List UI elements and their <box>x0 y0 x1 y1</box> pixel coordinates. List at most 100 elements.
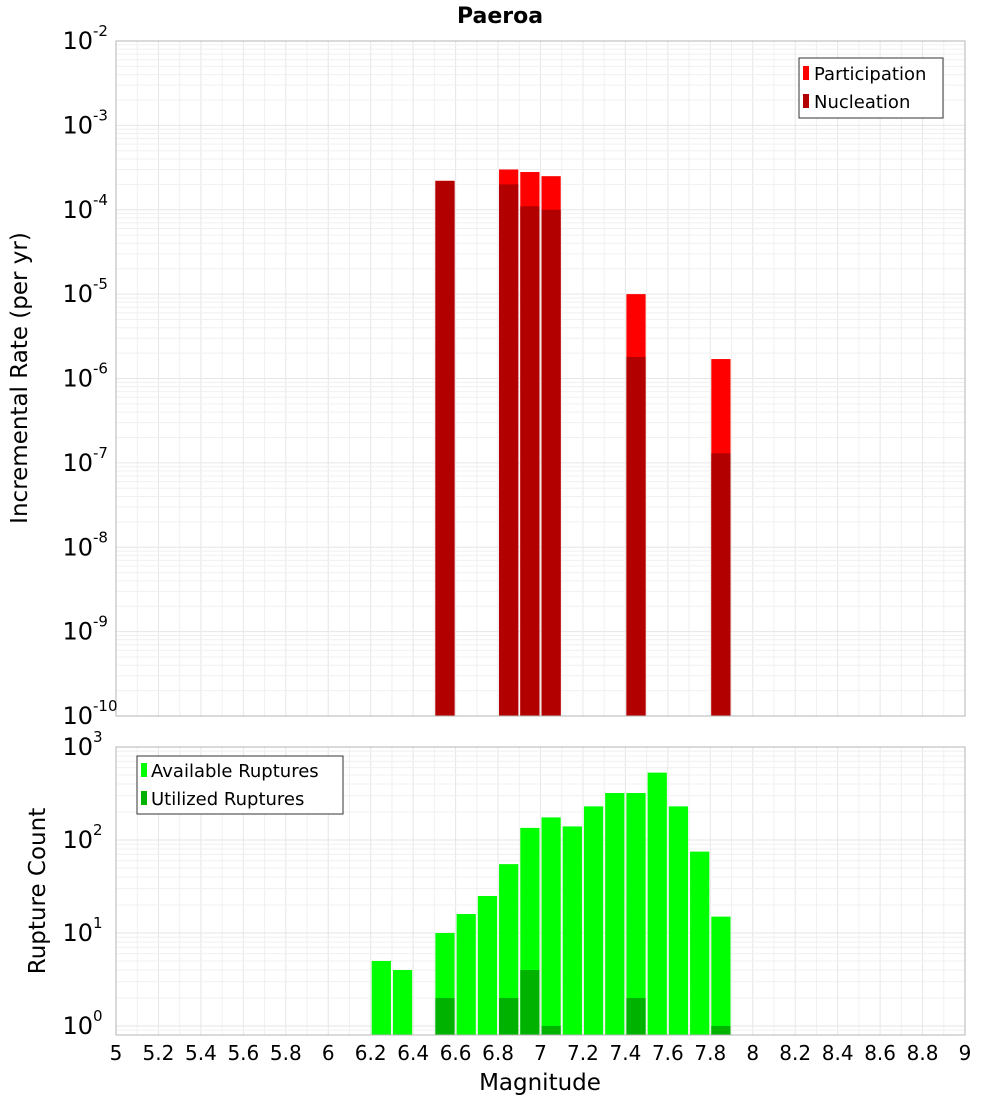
y-tick-exponent: 1 <box>93 914 103 932</box>
y-tick-label: 10 -9 <box>62 613 108 646</box>
bar-utilized-ruptures <box>541 1025 561 1035</box>
bar-nucleation <box>435 180 455 716</box>
bar-available-ruptures <box>605 793 625 1035</box>
bar-utilized-ruptures <box>520 969 540 1035</box>
y-tick-label: 10 -8 <box>62 528 108 561</box>
y-tick-base: 10 <box>62 449 93 477</box>
bar-available-ruptures <box>541 817 561 1035</box>
bar-nucleation <box>520 206 540 716</box>
x-tick-label: 7.8 <box>694 1041 726 1065</box>
y-tick-base: 10 <box>62 733 93 761</box>
x-tick-label: 8.2 <box>779 1041 811 1065</box>
bar-available-ruptures <box>626 793 646 1035</box>
bar-nucleation <box>626 356 646 716</box>
x-tick-label: 7.2 <box>567 1041 599 1065</box>
bar-available-ruptures <box>562 826 582 1035</box>
x-axis-ticks: 5 5.2 5.4 5.6 5.8 6 6.2 6.4 6.6 6.8 7 7.2 7.4 7.6 7.8 8… <box>110 1041 972 1065</box>
y-tick-exponent: -7 <box>93 444 108 462</box>
y-tick-exponent: -9 <box>93 613 108 631</box>
y-tick-label: 10 1 <box>62 914 102 947</box>
y-tick-exponent: 3 <box>93 728 103 746</box>
top-plot-frame <box>115 40 966 717</box>
x-tick-label: 8 <box>746 1041 759 1065</box>
bar-utilized-ruptures <box>499 997 519 1035</box>
y-tick-base: 10 <box>62 365 93 393</box>
chart-title: Paeroa <box>457 4 543 29</box>
bar-available-ruptures <box>647 772 667 1035</box>
y-tick-exponent: -6 <box>93 360 108 378</box>
x-tick-label: 7.4 <box>609 1041 641 1065</box>
x-tick-label: 7 <box>534 1041 547 1065</box>
legend-swatch-available-ruptures <box>141 763 147 777</box>
x-tick-label: 6.8 <box>482 1041 514 1065</box>
y-tick-label: 10 -6 <box>62 360 108 393</box>
bar-available-ruptures <box>477 895 498 1035</box>
bottom-plot-legend: Available Ruptures Utilized Ruptures <box>136 755 344 815</box>
y-tick-label: 10 -10 <box>62 697 117 730</box>
y-tick-exponent: -10 <box>93 697 118 715</box>
y-tick-exponent: -5 <box>93 275 108 293</box>
y-tick-exponent: 0 <box>93 1007 103 1025</box>
x-tick-label: 7.6 <box>652 1041 684 1065</box>
y-tick-label: 10 0 <box>62 1007 102 1040</box>
y-tick-base: 10 <box>62 702 93 730</box>
top-plot-y-ticks: 10-210-310-410-510-610-710-810-910-10 <box>62 22 117 730</box>
y-tick-base: 10 <box>62 1012 93 1040</box>
y-tick-base: 10 <box>62 27 93 55</box>
bar-available-ruptures <box>499 864 519 1035</box>
y-tick-base: 10 <box>62 280 93 308</box>
x-tick-label: 6.4 <box>397 1041 429 1065</box>
x-tick-label: 6.2 <box>355 1041 387 1065</box>
legend-label-utilized-ruptures: Utilized Ruptures <box>151 789 304 810</box>
x-tick-label: 5 <box>110 1041 123 1065</box>
y-tick-label: 10 3 <box>62 728 102 761</box>
bar-nucleation <box>499 184 519 717</box>
y-tick-base: 10 <box>62 618 93 646</box>
top-plot-bars <box>435 169 731 717</box>
y-tick-base: 10 <box>62 919 93 947</box>
legend-swatch-utilized-ruptures <box>141 791 147 805</box>
x-tick-label: 6.6 <box>440 1041 472 1065</box>
bar-utilized-ruptures <box>711 1025 731 1035</box>
x-axis-label: Magnitude <box>479 1070 601 1096</box>
legend-swatch-participation <box>803 66 809 80</box>
bottom-plot-frame <box>115 746 966 1036</box>
bottom-plot-bars <box>371 772 731 1035</box>
top-plot-grid <box>115 40 966 717</box>
y-tick-base: 10 <box>62 533 93 561</box>
y-tick-exponent: -8 <box>93 528 108 546</box>
x-tick-label: 9 <box>959 1041 972 1065</box>
x-tick-label: 5.8 <box>270 1041 302 1065</box>
bar-nucleation <box>711 453 731 716</box>
bar-available-ruptures <box>711 916 731 1035</box>
top-legend-box <box>798 57 944 119</box>
bar-available-ruptures <box>583 806 604 1035</box>
y-tick-label: 10 -3 <box>62 106 108 139</box>
y-tick-exponent: -4 <box>93 191 108 209</box>
x-tick-label: 5.2 <box>143 1041 175 1065</box>
y-tick-base: 10 <box>62 826 93 854</box>
x-tick-label: 8.4 <box>822 1041 854 1065</box>
y-tick-label: 10 -2 <box>62 22 108 55</box>
bar-available-ruptures <box>392 969 413 1035</box>
x-tick-label: 6 <box>322 1041 335 1065</box>
x-tick-label: 8.6 <box>864 1041 896 1065</box>
legend-label-available-ruptures: Available Ruptures <box>151 761 319 782</box>
y-tick-exponent: -2 <box>93 22 108 40</box>
incremental-rate-plot: 10-210-310-410-510-610-710-810-910-10 In… <box>7 22 966 730</box>
y-tick-exponent: 2 <box>93 821 103 839</box>
x-tick-label: 5.6 <box>227 1041 259 1065</box>
x-tick-label: 8.8 <box>907 1041 939 1065</box>
y-tick-exponent: -3 <box>93 106 108 124</box>
legend-label-nucleation: Nucleation <box>814 92 910 113</box>
y-tick-label: 10 2 <box>62 821 102 854</box>
legend-label-participation: Participation <box>814 64 926 85</box>
y-tick-label: 10 -5 <box>62 275 108 308</box>
bar-available-ruptures <box>668 806 689 1035</box>
bottom-legend-box <box>136 755 344 815</box>
bar-available-ruptures <box>456 914 476 1035</box>
y-tick-base: 10 <box>62 196 93 224</box>
top-plot-legend: Participation Nucleation <box>798 57 944 119</box>
